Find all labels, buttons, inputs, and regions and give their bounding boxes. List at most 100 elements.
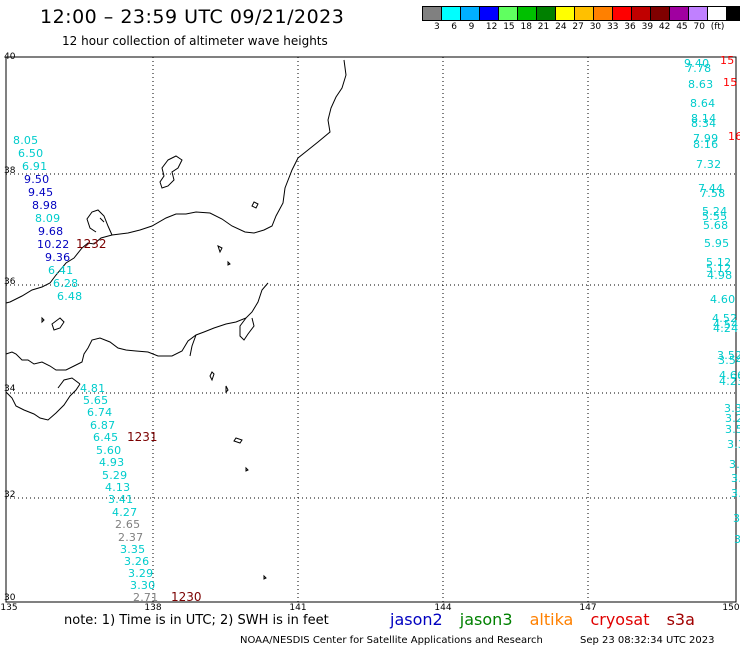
lon-label-147: 147 [579, 603, 597, 613]
wave-height-value: 8.09 [35, 212, 61, 225]
wave-height-value: 4.52 [712, 312, 738, 325]
colorbar-swatch [726, 6, 740, 21]
wave-height-value: 6.91 [22, 160, 48, 173]
wave-height-value: 5.29 [102, 469, 128, 482]
wave-height-value: 6.74 [87, 406, 113, 419]
lon-label-150: 150 [722, 603, 740, 613]
wave-height-value: 3.29 [128, 567, 154, 580]
wave-height-value: 4.81 [80, 382, 106, 395]
colorbar-label: 30 [589, 22, 602, 32]
wave-height-value: 7.44 [698, 182, 724, 195]
wave-height-value: 3.26 [124, 555, 150, 568]
colorbar-label: 39 [641, 22, 654, 32]
wave-height-value: 4.27 [112, 506, 138, 519]
lon-label-144: 144 [434, 603, 452, 613]
wave-height-value: 2.65 [115, 518, 141, 531]
wave-height-value: 7.78 [686, 62, 712, 75]
wave-height-value: 8.63 [688, 78, 714, 91]
wave-height-value: 8.34 [691, 117, 717, 130]
wave-height-value: 3.1 [734, 533, 740, 546]
lat-label-36: 36 [4, 277, 16, 287]
wave-height-value: 5.68 [703, 219, 729, 232]
wave-height-value: 5.24 [702, 205, 728, 218]
wave-height-value: 5.65 [83, 394, 109, 407]
credit-line: NOAA/NESDIS Center for Satellite Applica… [240, 635, 543, 646]
wave-height-value: 9.68 [38, 225, 64, 238]
wave-height-value: 3.54 [718, 354, 740, 367]
wave-height-value: 3.30 [130, 579, 156, 592]
colorbar-label: 27 [572, 22, 584, 32]
lon-label-135: 135 [0, 603, 18, 613]
wave-height-value: 3.2 [733, 512, 740, 525]
wave-height-value: 6.87 [90, 419, 116, 432]
wave-height-value: 4.93 [99, 456, 125, 469]
wave-height-value: 8.05 [13, 134, 39, 147]
wave-height-value: 5.95 [704, 237, 730, 250]
wave-height-value: 4.66 [719, 369, 740, 382]
wave-height-value: 15 [723, 76, 738, 89]
pass-time-label: 1231 [127, 430, 158, 444]
legend-s3a: s3a [666, 610, 695, 629]
wave-height-value: 7.58 [700, 187, 726, 200]
colorbar-label: 36 [624, 22, 636, 32]
wave-height-value: 3.5 [725, 423, 740, 436]
wave-height-value: 2.37 [118, 531, 144, 544]
wave-height-value: 6.41 [48, 264, 74, 277]
lat-label-30: 30 [4, 593, 16, 603]
wave-height-value: 9.50 [24, 173, 50, 186]
legend-altika: altika [529, 610, 574, 629]
wave-height-value: 4.13 [105, 481, 131, 494]
wave-height-value: 2.71 [133, 591, 159, 604]
wave-height-value: 5.12 [706, 256, 732, 269]
colorbar-label: 45 [676, 22, 688, 32]
colorbar-label: 15 [503, 22, 515, 32]
wave-height-value: 9.40 [684, 57, 710, 70]
wave-height-value: 6.50 [18, 147, 44, 160]
wave-height-value: 4.24 [713, 322, 739, 335]
wave-height-value: 3.4 [731, 487, 740, 500]
pass-time-label: 1230 [171, 590, 202, 604]
legend-jason3: jason3 [459, 610, 513, 629]
wave-height-value: 16 [728, 130, 740, 143]
lon-label-138: 138 [144, 603, 162, 613]
map-title: 12:00 – 23:59 UTC 09/21/2023 [40, 6, 345, 28]
wave-height-value: 7.99 [693, 132, 719, 145]
map-subtitle: 12 hour collection of altimeter wave hei… [62, 34, 328, 48]
colorbar-label: 12 [485, 22, 498, 32]
wave-height-value: 7.32 [696, 158, 722, 171]
wave-height-value: 4.54 [713, 318, 739, 331]
generated-timestamp: Sep 23 08:32:34 UTC 2023 [580, 635, 715, 646]
wave-height-value: 3.41 [108, 493, 134, 506]
colorbar-label: 33 [607, 22, 619, 32]
wave-height-value: 3.52 [717, 349, 740, 362]
pass-time-label: 1232 [76, 237, 107, 251]
colorbar-label: 24 [555, 22, 567, 32]
colorbar-labels: 3 6 9 12 15 18 21 24 27 30 33 36 39 42 45 70 (ft) [422, 22, 740, 34]
legend-cryosat: cryosat [590, 610, 650, 629]
coastline [5, 59, 347, 580]
lat-label-34: 34 [4, 384, 16, 394]
wave-height-value: 3.3 [724, 402, 740, 415]
colorbar-label: 6 [451, 22, 458, 32]
wave-height-value: 15 [720, 54, 735, 67]
colorbar-label: 3 [434, 22, 440, 32]
satellite-legend: jason2 jason3 altika cryosat s3a [390, 610, 707, 629]
wave-height-value: 4.98 [707, 269, 733, 282]
colorbar-label: 70 [693, 22, 705, 32]
wave-height-value: 6.45 [93, 431, 119, 444]
colorbar-label: 42 [658, 22, 671, 32]
colorbar-label: 18 [520, 22, 532, 32]
wave-height-value: 3.3 [727, 438, 740, 451]
colorbar-label: 9 [468, 22, 475, 32]
wave-height-value: 5.12 [706, 262, 732, 275]
graticule [6, 57, 736, 602]
wave-height-value: 5.60 [96, 444, 122, 457]
wave-height-value: 3.35 [120, 543, 146, 556]
lat-label-40: 40 [4, 52, 16, 62]
legend-jason2: jason2 [390, 610, 443, 629]
colorbar-legend [422, 6, 740, 21]
colorbar-label: 21 [537, 22, 550, 32]
wave-height-value: 4.60 [710, 293, 736, 306]
colorbar-label: (ft) [710, 22, 725, 32]
